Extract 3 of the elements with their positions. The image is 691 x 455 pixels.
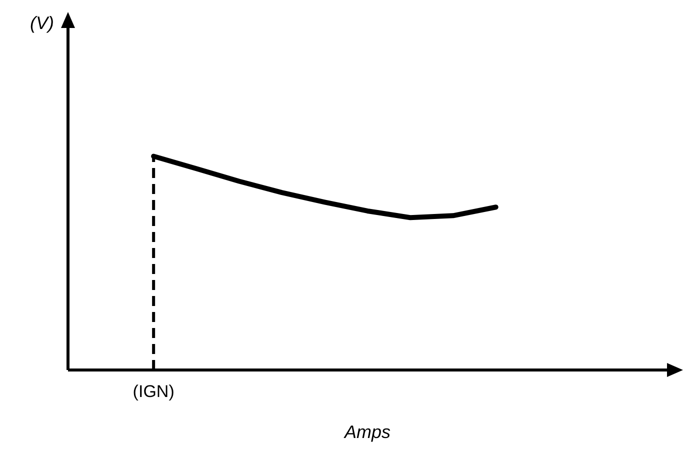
text: (IGN) xyxy=(132,382,174,402)
x-axis-title: Amps xyxy=(343,422,391,442)
text: (V) xyxy=(30,13,54,33)
